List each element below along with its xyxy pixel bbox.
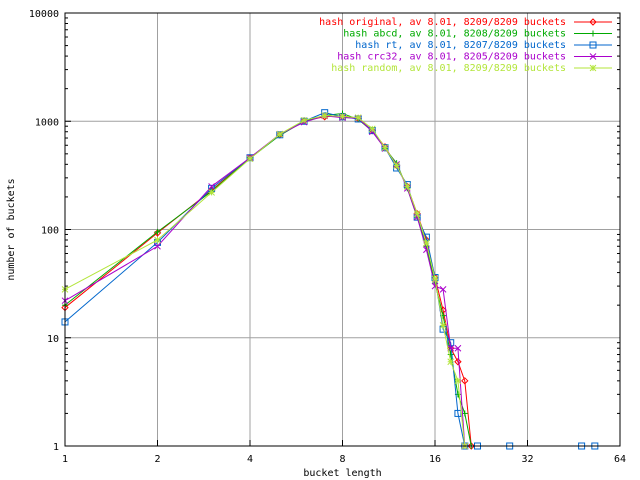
grid: [64, 12, 621, 447]
y-axis-label: number of buckets: [6, 178, 17, 280]
data-point: [447, 344, 455, 352]
data-point: [447, 358, 455, 366]
plot-frame: [64, 12, 621, 447]
data-point: [276, 130, 284, 138]
x-tick-label: 8: [339, 454, 345, 465]
y-tick-label: 100: [41, 226, 59, 237]
series-4: [61, 112, 469, 450]
legend-entry-label: hash crc32, av 8.01, 8205/8209 buckets: [337, 52, 566, 63]
data-point: [439, 322, 447, 329]
x-tick-label: 4: [247, 454, 253, 465]
data-point: [154, 236, 161, 244]
x-tick-label: 1: [62, 454, 68, 465]
data-point: [154, 242, 161, 250]
data-point: [413, 210, 421, 218]
y-tick-label: 1000: [35, 117, 59, 128]
data-point: [246, 155, 254, 163]
x-tick-label: 64: [614, 454, 626, 465]
data-point: [354, 114, 362, 121]
series-line: [64, 112, 595, 447]
series-line: [64, 115, 466, 447]
data-point: [208, 183, 215, 190]
data-point: [589, 53, 597, 60]
data-point: [423, 239, 430, 247]
data-point: [589, 41, 597, 49]
legend-entry-label: hash random, av 8.01, 8209/8209 buckets: [331, 63, 566, 74]
data-point: [439, 285, 447, 293]
data-point: [589, 64, 597, 72]
y-tick-label: 10: [47, 334, 59, 345]
data-point: [339, 112, 346, 120]
y-axis-ticks: 1 10 100 1000 10000: [29, 9, 620, 453]
series-5: [61, 112, 469, 450]
series-3: [61, 109, 599, 450]
x-tick-label: 16: [429, 454, 441, 465]
y-tick-label: 1: [53, 442, 59, 453]
legend: hash original, av 8.01, 8209/8209 bucket…: [319, 17, 612, 74]
series-2: [62, 110, 475, 449]
series-group: [61, 109, 599, 450]
x-axis-label: bucket length: [303, 468, 381, 479]
legend-entry-label: hash rt, av 8.01, 8207/8209 buckets: [355, 40, 566, 51]
series-line: [64, 115, 472, 447]
legend-entry-label: hash original, av 8.01, 8209/8209 bucket…: [319, 17, 566, 28]
data-point: [300, 116, 308, 124]
x-tick-label: 32: [521, 454, 533, 465]
series-1: [61, 112, 475, 450]
data-point: [154, 228, 161, 235]
x-tick-label: 2: [154, 454, 160, 465]
data-point: [381, 144, 389, 152]
data-point: [590, 30, 596, 37]
data-point: [321, 112, 329, 119]
data-point: [431, 275, 439, 283]
data-point: [461, 377, 469, 385]
data-point: [368, 125, 376, 133]
data-point: [454, 377, 462, 385]
data-point: [589, 18, 597, 26]
series-line: [64, 115, 466, 447]
legend-entry-label: hash abcd, av 8.01, 8208/8209 buckets: [343, 29, 566, 40]
data-point: [454, 344, 462, 352]
data-point: [393, 162, 400, 169]
x-axis-ticks: 1 2 4 8 16 32 64: [62, 440, 626, 465]
data-point: [454, 358, 462, 366]
data-point: [403, 183, 411, 190]
y-tick-label: 10000: [29, 9, 59, 20]
series-line: [64, 112, 472, 447]
data-point: [208, 189, 215, 196]
